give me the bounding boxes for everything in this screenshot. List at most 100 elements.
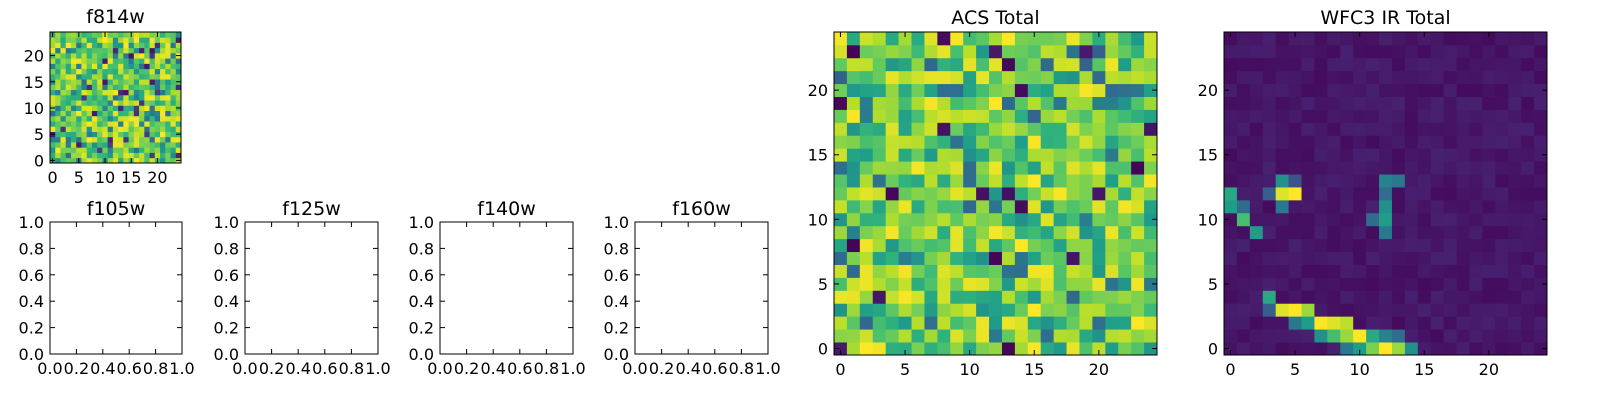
heatmap-cell <box>175 110 182 117</box>
heatmap-cell <box>1262 57 1277 72</box>
x-ticks: 0.0 0.2 0.4 0.6 0.8 1.0 <box>232 222 391 378</box>
heatmap-cell <box>123 147 129 153</box>
heatmap-cell <box>1105 109 1119 123</box>
heatmap-cell <box>1508 212 1522 227</box>
heatmap-cell <box>1131 148 1145 162</box>
heatmap-cell <box>1014 303 1029 317</box>
heatmap-cell <box>55 42 61 49</box>
heatmap-cell <box>1301 225 1315 240</box>
heatmap-cell <box>1144 32 1158 46</box>
heatmap-cell <box>133 73 140 80</box>
heatmap-cell <box>1144 329 1158 343</box>
heatmap-cell <box>1288 109 1302 123</box>
heatmap-cell <box>1066 199 1080 214</box>
heatmap-cell <box>1236 316 1251 330</box>
heatmap-cell <box>1327 277 1341 291</box>
heatmap-cell <box>1079 148 1093 162</box>
heatmap-cell <box>139 68 145 75</box>
heatmap-cell <box>1482 212 1496 227</box>
heatmap-cell <box>1456 122 1470 136</box>
heatmap-cell <box>976 199 990 214</box>
heatmap-cell <box>128 42 135 49</box>
heatmap-cell <box>65 100 72 106</box>
heatmap-cell <box>1001 83 1016 97</box>
heatmap-cell <box>1391 135 1406 149</box>
heatmap-cell <box>144 84 150 91</box>
heatmap-cell <box>1340 290 1354 304</box>
heatmap-cell <box>1353 32 1367 46</box>
heatmap-cell <box>1040 303 1055 317</box>
heatmap-cell <box>872 290 887 304</box>
heatmap-cell <box>1066 109 1080 123</box>
heatmap-cell <box>118 142 124 148</box>
heatmap-cell <box>1327 329 1341 343</box>
heatmap-cell <box>1469 264 1483 278</box>
heatmap-cell <box>1275 174 1289 188</box>
heatmap-cell <box>950 199 964 214</box>
heatmap-cell <box>1301 44 1315 59</box>
heatmap-cell <box>1443 290 1457 304</box>
heatmap-cell <box>1469 122 1483 136</box>
heatmap-cell <box>1131 187 1145 201</box>
heatmap-cell <box>1053 303 1067 317</box>
heatmap-cell <box>1314 148 1328 162</box>
x-tick-label: 0.8 <box>534 359 559 378</box>
y-tick-label: 0.4 <box>409 292 434 311</box>
heatmap-cell <box>1262 342 1277 356</box>
heatmap-cell <box>97 94 103 101</box>
heatmap-cell <box>1379 290 1393 304</box>
heatmap-cell <box>1053 316 1067 330</box>
heatmap-cell <box>123 157 129 164</box>
heatmap-cell <box>1417 96 1432 110</box>
heatmap-cell <box>898 161 912 175</box>
heatmap-cell <box>989 238 1003 253</box>
heatmap-cell <box>898 277 912 291</box>
heatmap-cell <box>1366 342 1380 356</box>
heatmap-cell <box>1288 44 1302 59</box>
heatmap-cell <box>81 126 88 132</box>
heatmap-cell <box>1430 135 1445 149</box>
heatmap-cell <box>1288 96 1302 110</box>
heatmap-cell <box>1482 264 1496 278</box>
heatmap-cell <box>97 89 103 96</box>
heatmap-cell <box>55 152 61 159</box>
heatmap-cell <box>1379 148 1393 162</box>
heatmap-cell <box>1430 174 1445 188</box>
heatmap-cell <box>123 79 129 85</box>
heatmap-cell <box>1040 290 1055 304</box>
heatmap-cell <box>1040 212 1055 227</box>
heatmap-cell <box>1224 225 1238 240</box>
heatmap-cell <box>175 89 182 96</box>
heatmap-cell <box>1224 70 1238 85</box>
heatmap-cell <box>81 142 88 148</box>
heatmap-cell <box>1391 57 1406 72</box>
heatmap-cell <box>107 121 114 127</box>
heatmap-cell <box>1001 342 1016 356</box>
heatmap-cell <box>123 94 129 101</box>
heatmap-cell <box>1469 342 1483 356</box>
heatmap-cell <box>175 100 182 106</box>
heatmap-cell <box>963 225 977 240</box>
heatmap-cell <box>834 225 848 240</box>
heatmap-cell <box>81 58 88 64</box>
heatmap-cell <box>175 32 182 38</box>
heatmap-cell <box>1404 251 1419 265</box>
heatmap-cell <box>1144 303 1158 317</box>
heatmap-cell <box>1224 57 1238 72</box>
heatmap-cell <box>144 157 150 164</box>
heatmap-cell <box>112 110 119 117</box>
heatmap-cell <box>139 84 145 91</box>
heatmap-cell <box>144 52 150 59</box>
heatmap-cell <box>112 105 119 111</box>
heatmap-cell <box>1443 32 1457 46</box>
heatmap-cell <box>1224 212 1238 227</box>
heatmap-cell <box>1131 32 1145 46</box>
heatmap-cell <box>1508 251 1522 265</box>
x-tick-label: 1.0 <box>560 359 585 378</box>
heatmap-cell <box>846 303 861 317</box>
heatmap-cell <box>924 329 938 343</box>
heatmap-cell <box>1340 109 1354 123</box>
heatmap-cell <box>950 264 964 278</box>
heatmap-cell <box>1288 329 1302 343</box>
heatmap-cell <box>1262 122 1277 136</box>
